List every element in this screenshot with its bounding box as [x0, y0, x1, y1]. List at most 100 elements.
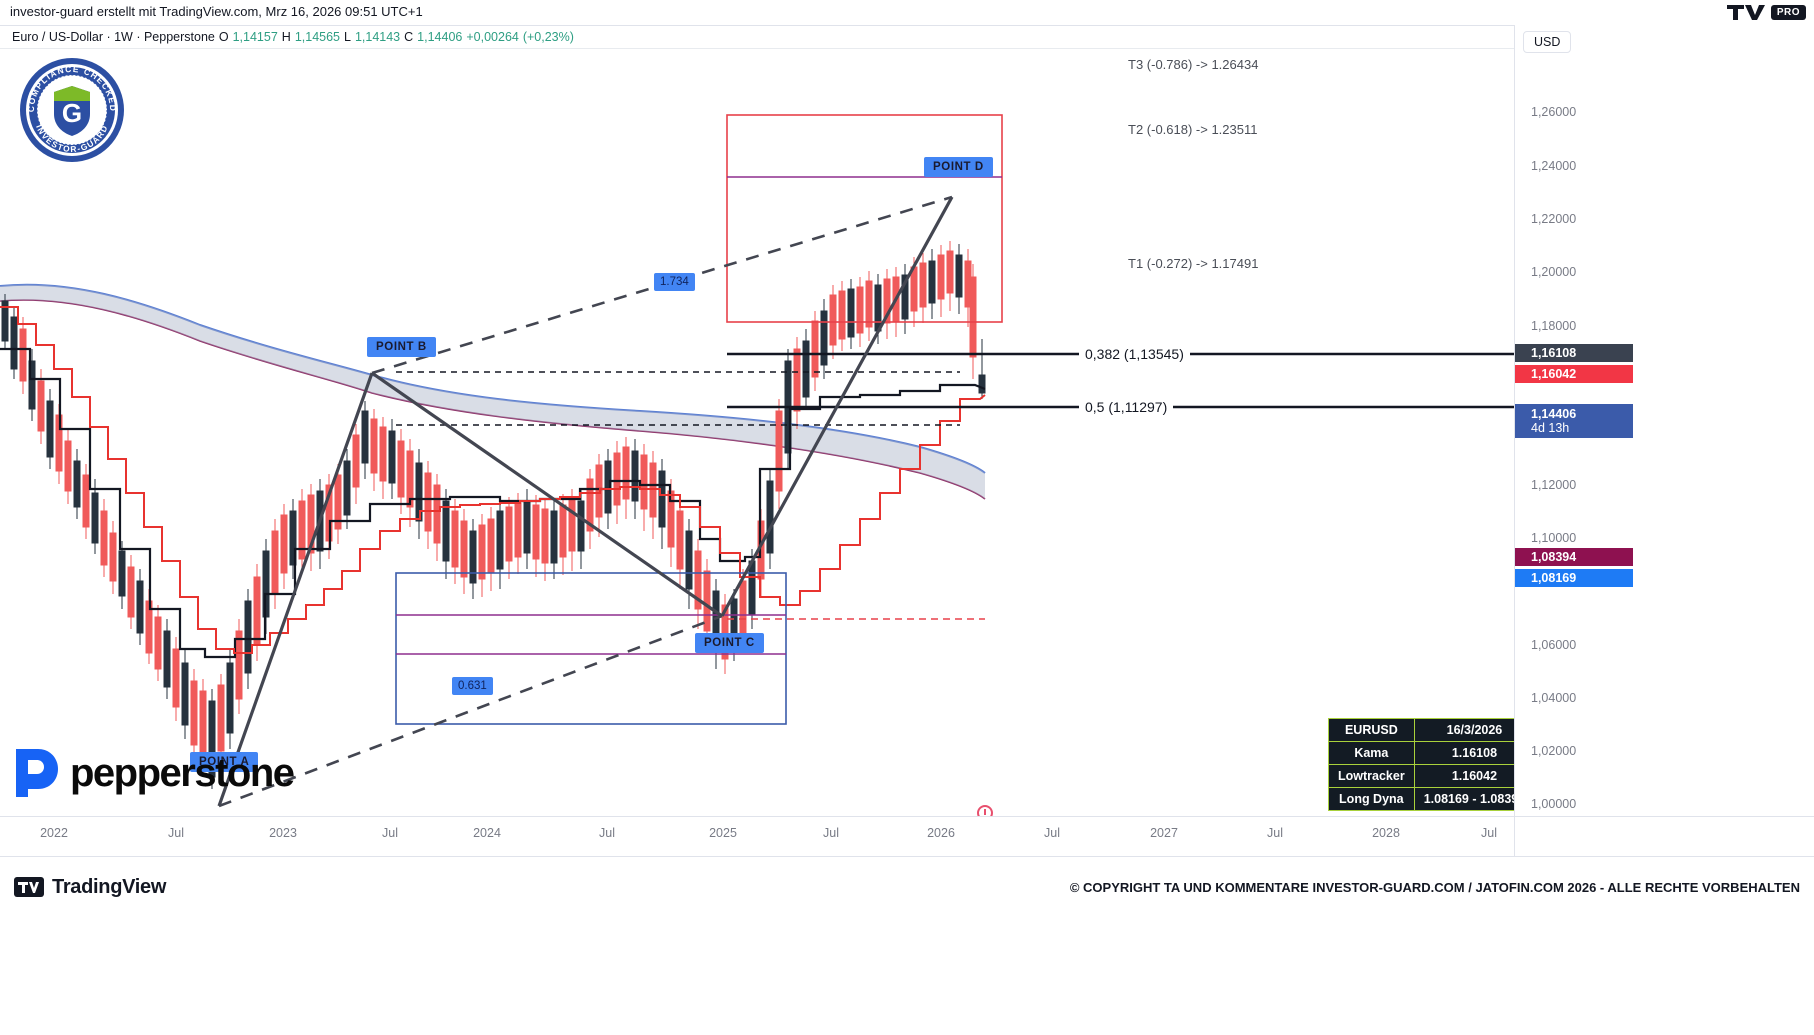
leg-a-b	[217, 372, 374, 807]
ratio-ac-label[interactable]: 0.631	[452, 677, 493, 695]
upper-target-zone	[726, 114, 1003, 323]
tradingview-pro-logo: PRO	[1726, 2, 1806, 22]
lowtracker-price-value: 1,16042	[1531, 367, 1577, 381]
price-tick: 1,10000	[1531, 531, 1577, 545]
price-axis[interactable]: USD 1,26000 1,24000 1,22000 1,20000 1,18…	[1514, 25, 1814, 971]
point-a-label[interactable]: POINT A	[190, 752, 259, 772]
abcd-pattern-lines	[217, 196, 954, 807]
cloud-upper-line	[0, 283, 986, 474]
ohlc-change: +0,00264	[466, 30, 519, 44]
time-tick: Jul	[1044, 826, 1060, 840]
time-tick: Jul	[382, 826, 398, 840]
kama-price-tag: 1,16108	[1515, 344, 1633, 362]
fib-0382-label: 0,382 (1,13545)	[1079, 346, 1190, 362]
point-c-label[interactable]: POINT C	[695, 633, 764, 653]
time-tick: 2025	[709, 826, 737, 840]
proj-a-c	[218, 614, 723, 808]
ohlc-close-value: 1,14406	[417, 30, 463, 44]
time-tick: 2028	[1372, 826, 1400, 840]
ohlc-open-value: 1,14157	[232, 30, 278, 44]
time-tick: Jul	[599, 826, 615, 840]
alert-clock-icon[interactable]	[977, 805, 993, 816]
currency-pill[interactable]: USD	[1523, 31, 1572, 53]
dyna-high-value: 1,08394	[1531, 550, 1577, 564]
ohlc-open-label: O	[218, 30, 229, 44]
badge-mark-letter: G	[62, 98, 82, 128]
fib-05-label: 0,5 (1,11297)	[1079, 399, 1174, 415]
time-axis[interactable]: 2022 Jul 2023 Jul 2024 Jul 2025 Jul 2026…	[0, 816, 1514, 856]
symbol-info-bar: Euro / US-Dollar · 1W · Pepperstone O 1,1…	[12, 30, 574, 44]
time-tick: 2027	[1150, 826, 1178, 840]
time-tick: Jul	[823, 826, 839, 840]
tradingview-footer-icon	[14, 877, 44, 897]
price-tick: 1,26000	[1531, 105, 1577, 119]
info-key-symbol: EURUSD	[1328, 718, 1415, 742]
leg-c-d	[720, 196, 954, 617]
price-tick: 1,22000	[1531, 212, 1577, 226]
indicator-info-table: EURUSD 16/3/2026 Kama 1.16108 Lowtracker…	[1328, 718, 1536, 811]
table-row: Lowtracker 1.16042	[1328, 764, 1536, 788]
chart-graphics	[0, 114, 1514, 808]
countdown-value: 4d 13h	[1531, 421, 1570, 435]
time-tick: Jul	[1481, 826, 1497, 840]
cloud-fill	[0, 284, 985, 499]
tradingview-footer-logo: TradingView	[14, 875, 166, 899]
ohlc-high-label: H	[281, 30, 291, 44]
time-tick: 2026	[927, 826, 955, 840]
info-key-lowtracker: Lowtracker	[1328, 764, 1415, 788]
target-t3-label: T3 (-0.786) -> 1.26434	[1128, 57, 1259, 72]
price-tick: 1,06000	[1531, 638, 1577, 652]
pepperstone-wordmark: pepperstone	[70, 750, 295, 795]
info-table-body: EURUSD 16/3/2026 Kama 1.16108 Lowtracker…	[1328, 718, 1536, 811]
last-price-tag: 1,14406 4d 13h	[1515, 404, 1633, 438]
target-t1-label: T1 (-0.272) -> 1.17491	[1128, 256, 1259, 271]
info-key-longdyna: Long Dyna	[1328, 787, 1415, 811]
lower-entry-zone	[395, 572, 787, 725]
price-tick: 1,04000	[1531, 691, 1577, 705]
point-d-label[interactable]: POINT D	[924, 157, 993, 177]
pro-badge-label: PRO	[1770, 4, 1806, 20]
ohlc-low-value: 1,14143	[354, 30, 401, 44]
attribution-text: investor-guard erstellt mit TradingView.…	[10, 4, 423, 19]
symbol-label[interactable]: Euro / US-Dollar · 1W · Pepperstone	[12, 30, 215, 44]
point-b-label[interactable]: POINT B	[367, 337, 436, 357]
table-row: Kama 1.16108	[1328, 741, 1536, 765]
kama-price-value: 1,16108	[1531, 346, 1577, 360]
time-tick: Jul	[1267, 826, 1283, 840]
dyna-high-price-tag: 1,08394	[1515, 548, 1633, 566]
cloud-lower-line	[0, 299, 986, 500]
lowtracker-price-tag: 1,16042	[1515, 365, 1633, 383]
ohlc-change-percent: (+0,23%)	[522, 30, 574, 44]
ohlc-low-label: L	[344, 30, 351, 44]
chart-canvas[interactable]: T3 (-0.786) -> 1.26434 T2 (-0.618) -> 1.…	[0, 49, 1514, 816]
table-row: EURUSD 16/3/2026	[1328, 718, 1536, 742]
dyna-low-price-tag: 1,08169	[1515, 569, 1633, 587]
leg-b-c	[371, 371, 723, 618]
info-key-kama: Kama	[1328, 741, 1415, 765]
pepperstone-mark-icon	[16, 749, 58, 797]
dyna-low-value: 1,08169	[1531, 571, 1577, 585]
last-price-value: 1,14406	[1531, 407, 1577, 421]
copyright-text: © COPYRIGHT TA UND KOMMENTARE INVESTOR-G…	[1069, 879, 1800, 895]
price-tick: 1,00000	[1531, 797, 1577, 811]
table-row: Long Dyna 1.08169 - 1.08394	[1328, 787, 1536, 811]
time-tick: 2022	[40, 826, 68, 840]
time-tick: 2023	[269, 826, 297, 840]
ohlc-high-value: 1,14565	[294, 30, 340, 44]
symbol-bar-divider	[0, 48, 1514, 49]
price-tick: 1,18000	[1531, 319, 1577, 333]
ratio-bd-label[interactable]: 1.734	[654, 273, 695, 291]
compliance-badge-icon: G COMPLIANCE CHECKED INVESTOR-GUARD	[20, 58, 124, 162]
time-axis-corner	[1514, 816, 1814, 856]
pepperstone-logo: pepperstone	[14, 747, 295, 799]
compliance-badge: G COMPLIANCE CHECKED INVESTOR-GUARD	[18, 56, 126, 164]
tradingview-logo-icon	[1726, 4, 1765, 20]
price-tick: 1,02000	[1531, 744, 1577, 758]
ohlc-close-label: C	[404, 30, 414, 44]
time-tick: 2024	[473, 826, 501, 840]
tradingview-footer-wordmark: TradingView	[52, 875, 167, 898]
lowtracker-line	[0, 306, 986, 654]
price-tick: 1,24000	[1531, 159, 1577, 173]
price-tick: 1,20000	[1531, 265, 1577, 279]
